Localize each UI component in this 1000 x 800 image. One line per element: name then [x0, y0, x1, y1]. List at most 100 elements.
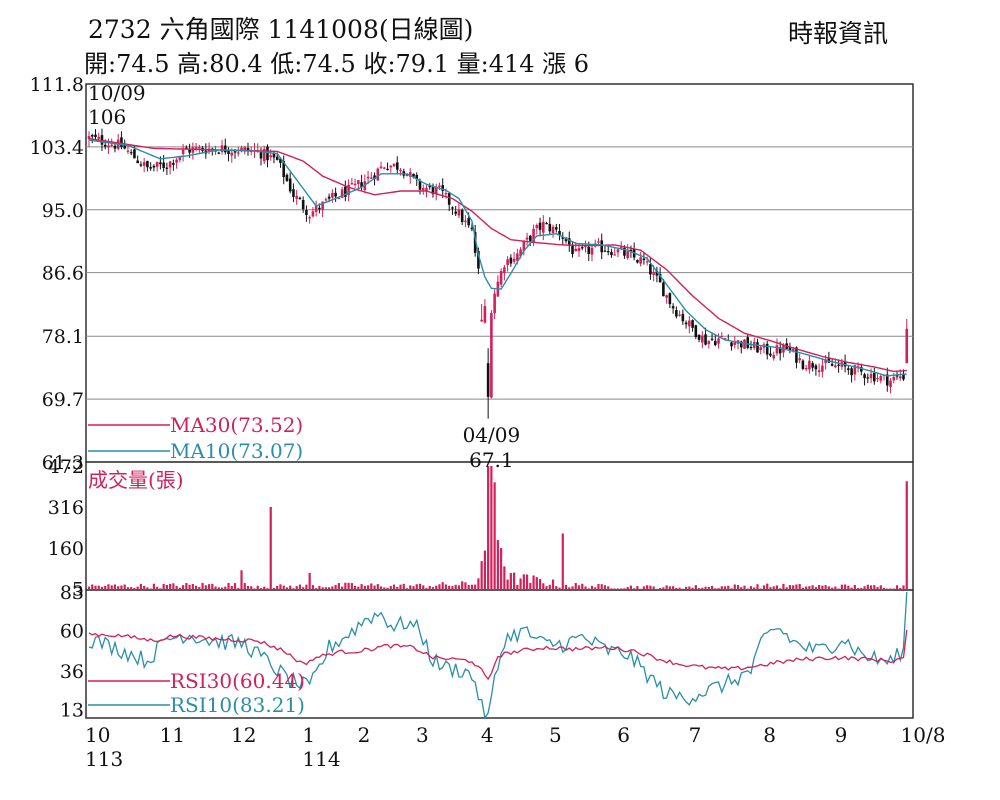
- volume-bar: [558, 587, 561, 590]
- candle-body: [860, 367, 863, 372]
- candle-body: [129, 152, 133, 154]
- candle-body: [146, 160, 149, 168]
- volume-bar: [194, 585, 198, 590]
- candle-body: [769, 353, 772, 356]
- volume-bar: [289, 585, 292, 590]
- volume-bar: [474, 584, 477, 590]
- volume-bar: [337, 583, 340, 590]
- candle-body: [103, 144, 107, 147]
- candle-body: [383, 167, 386, 169]
- volume-bar: [227, 582, 230, 590]
- candle-body: [538, 222, 542, 230]
- rsi10-line: [88, 591, 908, 720]
- candle-body: [240, 147, 243, 152]
- volume-bar: [600, 584, 603, 590]
- candle-body: [438, 185, 441, 187]
- candle-body: [431, 185, 435, 195]
- volume-bar: [405, 588, 409, 590]
- volume-bar: [243, 583, 246, 590]
- volume-bar: [318, 586, 321, 590]
- candle-body: [606, 251, 610, 253]
- price-tick-label: 69.7: [42, 389, 84, 411]
- volume-bar: [542, 583, 545, 590]
- volume-bar: [370, 583, 373, 590]
- volume-bar: [165, 584, 168, 590]
- volume-bar: [769, 587, 772, 590]
- candle-body: [301, 200, 305, 210]
- volume-bar: [477, 578, 480, 590]
- candle-body: [733, 342, 737, 345]
- volume-bar: [672, 586, 675, 590]
- candle-body: [743, 339, 746, 349]
- candle-body: [223, 145, 227, 153]
- candle-body: [658, 274, 662, 283]
- chart-title: 2732 六角國際 1141008(日線圖): [88, 15, 474, 44]
- volume-bar: [889, 588, 892, 590]
- volume-bar: [814, 587, 817, 590]
- candle-body: [798, 358, 801, 361]
- candle-body: [817, 370, 821, 373]
- volume-bar: [120, 585, 123, 590]
- x-tick-label: 4: [481, 723, 494, 747]
- volume-bar: [834, 586, 837, 590]
- candle-body: [233, 151, 237, 153]
- volume-bar: [684, 586, 688, 590]
- candle-body: [412, 173, 415, 177]
- volume-bar: [525, 574, 529, 590]
- candle-body: [408, 172, 412, 177]
- x-tick-label: 2: [358, 723, 371, 747]
- candle-body: [691, 320, 694, 328]
- candle-body: [772, 355, 776, 359]
- candle-body: [366, 176, 370, 179]
- candle-body: [395, 162, 399, 170]
- candle-body: [587, 246, 591, 254]
- volume-bar: [792, 585, 795, 590]
- x-tick-label: 9: [835, 723, 848, 747]
- candle-body: [811, 363, 814, 368]
- candle-body: [373, 175, 376, 179]
- volume-bar: [733, 584, 736, 590]
- candle-body: [804, 368, 808, 370]
- candle-body: [681, 313, 685, 322]
- candle-body: [801, 360, 805, 369]
- volume-bar: [785, 587, 788, 590]
- volume-bar: [272, 587, 276, 590]
- candle-body: [288, 178, 292, 192]
- price-tick-label: 95.0: [42, 200, 84, 222]
- volume-bar: [597, 583, 600, 590]
- volume-bar: [710, 585, 714, 590]
- volume-bar: [230, 585, 233, 590]
- candle-body: [152, 165, 156, 168]
- volume-bar: [662, 587, 665, 590]
- candle-body: [567, 238, 571, 246]
- candle-body: [519, 249, 522, 257]
- candle-body: [279, 158, 282, 163]
- candle-body: [444, 192, 448, 195]
- volume-bar: [668, 586, 671, 590]
- candle-body: [483, 306, 487, 323]
- volume-bar: [240, 570, 243, 590]
- volume-bar: [574, 583, 577, 590]
- volume-bar: [571, 586, 574, 590]
- volume-bar: [561, 533, 564, 590]
- volume-bar: [110, 585, 113, 590]
- candle-body: [626, 251, 629, 258]
- volume-bar: [866, 584, 869, 590]
- candle-body: [580, 247, 584, 249]
- candle-body: [314, 205, 318, 212]
- candle-body: [668, 293, 672, 305]
- volume-bar: [723, 586, 727, 590]
- x-tick-label: 10/8: [901, 723, 946, 747]
- candle-body: [243, 147, 247, 151]
- volume-bar: [749, 586, 753, 590]
- x-tick-label: 11: [160, 723, 185, 747]
- volume-bar: [259, 588, 263, 590]
- volume-bar: [457, 585, 461, 590]
- candle-body: [600, 240, 604, 253]
- volume-bar: [276, 585, 279, 590]
- candle-body: [889, 380, 892, 388]
- candle-body: [795, 347, 798, 363]
- volume-bar: [224, 586, 227, 590]
- volume-bar: [538, 579, 542, 590]
- volume-bar: [302, 587, 305, 590]
